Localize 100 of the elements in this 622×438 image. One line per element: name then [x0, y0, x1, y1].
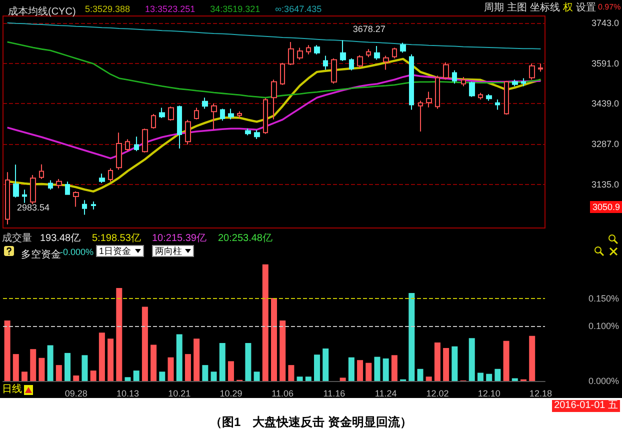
- bar: [434, 342, 440, 381]
- x-tick-label: 10.29: [220, 388, 242, 398]
- candlestick: [443, 62, 449, 80]
- candlestick: [116, 132, 122, 170]
- bar: [219, 343, 226, 381]
- candlestick: [177, 105, 182, 149]
- candlestick: [426, 91, 432, 108]
- candlestick: [30, 174, 36, 205]
- candlestick: [56, 178, 62, 189]
- x-tick-label: 10.13: [116, 388, 140, 398]
- bar: [271, 298, 277, 381]
- bar: [357, 360, 364, 381]
- dropdown-field: 两向柱: [152, 245, 194, 257]
- x-tick-label: 12.02: [426, 388, 449, 398]
- text: 日线: [2, 384, 22, 396]
- dropdown-field: 1日资金: [96, 245, 144, 257]
- text: ∞:3647.435: [275, 4, 322, 14]
- candlestick: [39, 164, 44, 180]
- text: 0.97%: [598, 2, 621, 12]
- candlestick: [314, 44, 320, 55]
- bar: [382, 358, 389, 381]
- candlestick: [288, 41, 294, 66]
- candlestick: [538, 63, 543, 72]
- bar: [305, 376, 312, 381]
- bar: [56, 365, 62, 381]
- candlestick: [185, 119, 191, 146]
- y-tick-label: 3287.0: [591, 138, 619, 149]
- y-tick-label: 3743.0: [591, 18, 619, 28]
- bar: [124, 377, 131, 381]
- bar: [288, 365, 294, 381]
- line-series: [6, 22, 542, 50]
- candlestick: [271, 79, 277, 120]
- candlestick: [478, 92, 483, 100]
- bar: [159, 372, 166, 381]
- candlestick: [452, 70, 457, 84]
- candlestick: [400, 42, 406, 54]
- candlestick: [159, 107, 165, 119]
- candlestick: [323, 55, 328, 70]
- candlestick: [331, 58, 337, 84]
- candlestick: [392, 47, 397, 59]
- line-series: [6, 74, 542, 160]
- bar: [168, 357, 174, 381]
- text: 周期: [484, 2, 504, 14]
- candlestick: [65, 181, 70, 196]
- bar: [486, 374, 492, 381]
- candlestick: [168, 106, 174, 122]
- x-tick-label: 10.21: [168, 388, 191, 398]
- text: 坐标线: [530, 2, 560, 14]
- bar: [38, 358, 45, 381]
- bar: [391, 355, 398, 381]
- bar: [4, 320, 10, 381]
- y-tick-label: 3591.0: [591, 58, 619, 68]
- candlestick: [418, 100, 423, 132]
- bar: [254, 372, 260, 381]
- text: 20:253.48亿: [218, 233, 272, 245]
- chart-title: 多空资金: [21, 248, 61, 260]
- candlestick: [263, 98, 268, 134]
- bar: [22, 372, 28, 381]
- bar: [262, 264, 268, 381]
- candlestick: [254, 129, 260, 140]
- chart-title: 成本均线(CYC): [8, 6, 76, 18]
- x-tick-label: 11.16: [323, 388, 346, 398]
- bar: [417, 368, 424, 381]
- candlestick: [349, 58, 354, 71]
- bar: [280, 320, 286, 381]
- bar: [116, 288, 122, 381]
- candlestick: [151, 114, 156, 130]
- y-tick-label: 3135.0: [591, 179, 619, 190]
- x-tick-label: 11.24: [374, 388, 397, 398]
- candlestick: [82, 200, 87, 216]
- text: 34:3519.321: [210, 4, 260, 14]
- bar: [494, 368, 501, 381]
- bar: [322, 348, 329, 381]
- candlestick: [374, 45, 380, 60]
- candlestick: [521, 78, 526, 87]
- text: 10:215.39亿: [152, 233, 206, 245]
- bar: [133, 370, 140, 381]
- bar: [468, 338, 475, 381]
- candlestick: [409, 54, 414, 110]
- candlestick: [245, 128, 251, 136]
- candlestick: [48, 180, 53, 190]
- candlestick: [306, 44, 311, 55]
- x-tick-label: 11.06: [272, 388, 294, 398]
- y-tick-label: 0.000%: [588, 376, 619, 386]
- bar: [348, 357, 354, 381]
- bar: [194, 338, 200, 381]
- line-series: [6, 41, 542, 98]
- text: 3050.9: [592, 202, 620, 212]
- candlestick: [220, 108, 225, 122]
- candlestick: [495, 98, 500, 110]
- candlestick: [340, 40, 346, 62]
- candlestick: [486, 94, 492, 102]
- bar: [98, 332, 105, 381]
- text: 5:198.53亿: [92, 233, 141, 245]
- bar: [374, 356, 380, 381]
- candlestick: [13, 164, 19, 198]
- bar: [108, 338, 114, 381]
- candlestick: [134, 136, 139, 152]
- candlestick: [512, 79, 518, 87]
- candlestick: [202, 97, 208, 110]
